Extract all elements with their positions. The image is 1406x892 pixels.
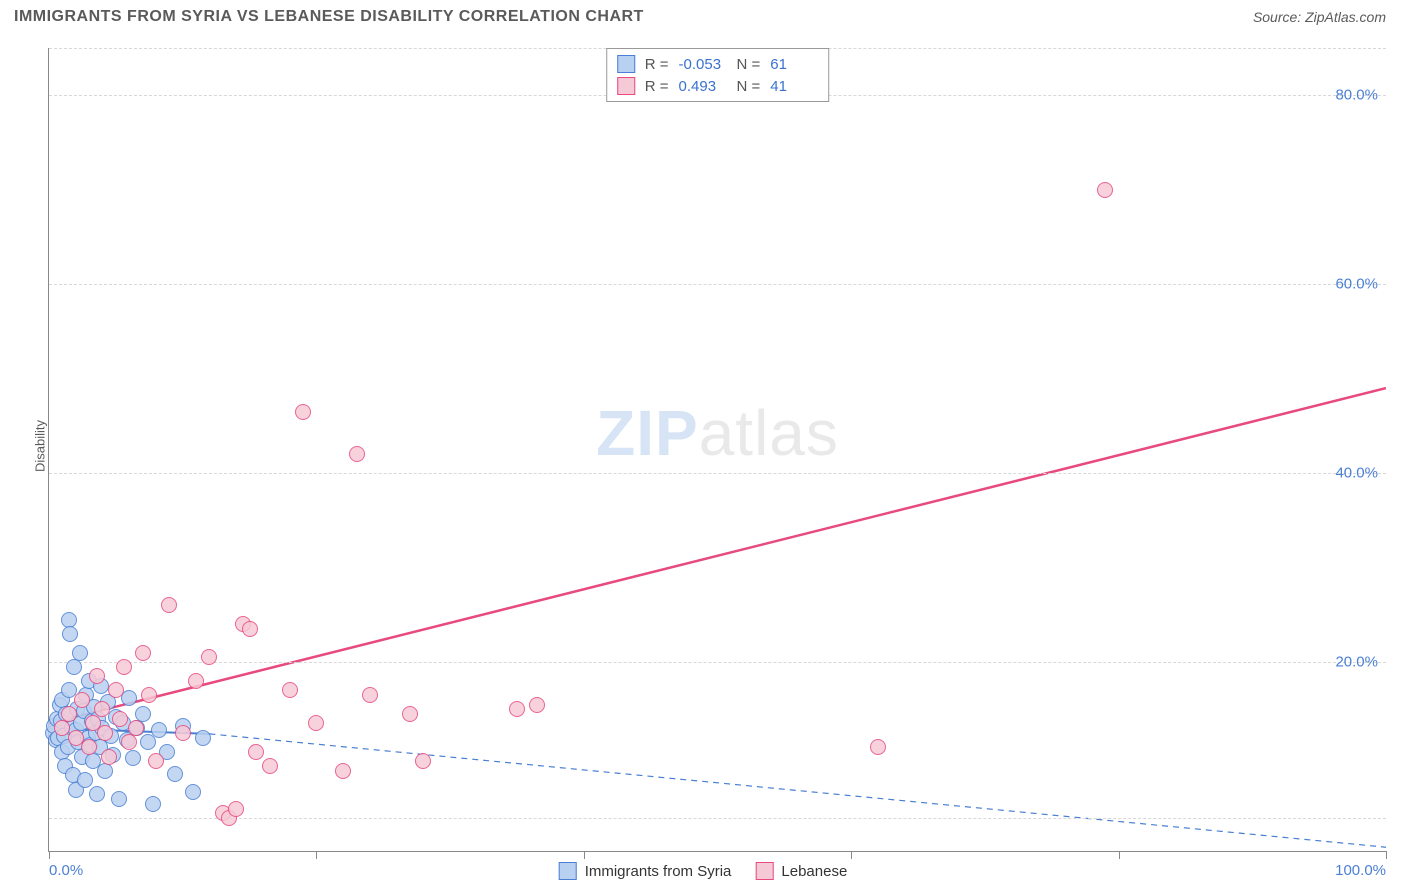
data-point-lebanese [201, 649, 217, 665]
data-point-lebanese [228, 801, 244, 817]
legend-label-syria: Immigrants from Syria [585, 863, 732, 880]
x-tick [1119, 851, 1120, 859]
x-tick [851, 851, 852, 859]
gridline-h [49, 818, 1386, 819]
y-tick-label: 80.0% [1335, 87, 1378, 104]
n-key: N = [737, 56, 761, 73]
chart-plot-area: ZIPatlas R = -0.053 N = 61 R = 0.493 N = 41 20.… [48, 48, 1386, 852]
watermark-atlas: atlas [699, 397, 839, 469]
swatch-lebanese [755, 862, 773, 880]
swatch-syria [617, 55, 635, 73]
swatch-lebanese [617, 77, 635, 95]
data-point-lebanese [97, 725, 113, 741]
r-key: R = [645, 56, 669, 73]
data-point-syria [77, 772, 93, 788]
n-key: N = [737, 78, 761, 95]
data-point-lebanese [81, 739, 97, 755]
x-tick [1386, 851, 1387, 859]
data-point-lebanese [108, 682, 124, 698]
gridline-h [49, 662, 1386, 663]
x-tick [584, 851, 585, 859]
data-point-lebanese [248, 744, 264, 760]
y-axis-label: Disability [33, 420, 48, 472]
data-point-syria [185, 784, 201, 800]
x-tick-label: 100.0% [1335, 862, 1386, 879]
data-point-lebanese [402, 706, 418, 722]
y-tick-label: 60.0% [1335, 276, 1378, 293]
data-point-lebanese [335, 763, 351, 779]
trend-line-syria-dashed [209, 734, 1386, 847]
data-point-lebanese [61, 706, 77, 722]
r-value-lebanese: 0.493 [679, 78, 727, 95]
watermark: ZIPatlas [596, 396, 839, 470]
data-point-lebanese [135, 645, 151, 661]
n-value-syria: 61 [770, 56, 818, 73]
data-point-lebanese [175, 725, 191, 741]
data-point-lebanese [116, 659, 132, 675]
legend-item-lebanese: Lebanese [755, 862, 847, 880]
data-point-syria [89, 786, 105, 802]
n-value-lebanese: 41 [770, 78, 818, 95]
data-point-lebanese [362, 687, 378, 703]
stats-row-syria: R = -0.053 N = 61 [617, 53, 819, 75]
stats-legend: R = -0.053 N = 61 R = 0.493 N = 41 [606, 48, 830, 102]
data-point-lebanese [74, 692, 90, 708]
y-tick-label: 40.0% [1335, 465, 1378, 482]
data-point-lebanese [308, 715, 324, 731]
data-point-lebanese [295, 404, 311, 420]
data-point-lebanese [128, 720, 144, 736]
data-point-lebanese [112, 711, 128, 727]
data-point-syria [125, 750, 141, 766]
data-point-lebanese [349, 446, 365, 462]
gridline-h [49, 473, 1386, 474]
data-point-syria [151, 722, 167, 738]
data-point-syria [145, 796, 161, 812]
data-point-syria [97, 763, 113, 779]
data-point-lebanese [121, 734, 137, 750]
data-point-syria [72, 645, 88, 661]
data-point-syria [121, 690, 137, 706]
source-label: Source: ZipAtlas.com [1253, 9, 1386, 25]
trend-lines-svg [49, 48, 1386, 851]
x-tick [316, 851, 317, 859]
data-point-syria [66, 659, 82, 675]
x-tick-label: 0.0% [49, 862, 83, 879]
data-point-lebanese [415, 753, 431, 769]
trend-line-lebanese [49, 388, 1386, 723]
data-point-lebanese [242, 621, 258, 637]
chart-title: IMMIGRANTS FROM SYRIA VS LEBANESE DISABI… [14, 8, 644, 26]
data-point-syria [62, 626, 78, 642]
watermark-zip: ZIP [596, 397, 699, 469]
data-point-lebanese [148, 753, 164, 769]
r-value-syria: -0.053 [679, 56, 727, 73]
data-point-lebanese [509, 701, 525, 717]
data-point-lebanese [870, 739, 886, 755]
stats-row-lebanese: R = 0.493 N = 41 [617, 75, 819, 97]
data-point-lebanese [262, 758, 278, 774]
x-tick [49, 851, 50, 859]
data-point-lebanese [282, 682, 298, 698]
data-point-lebanese [188, 673, 204, 689]
data-point-lebanese [529, 697, 545, 713]
data-point-lebanese [141, 687, 157, 703]
data-point-syria [111, 791, 127, 807]
series-legend: Immigrants from Syria Lebanese [559, 862, 848, 880]
gridline-h [49, 284, 1386, 285]
data-point-syria [195, 730, 211, 746]
data-point-lebanese [94, 701, 110, 717]
data-point-lebanese [89, 668, 105, 684]
data-point-lebanese [161, 597, 177, 613]
data-point-syria [167, 766, 183, 782]
y-tick-label: 20.0% [1335, 654, 1378, 671]
data-point-lebanese [1097, 182, 1113, 198]
legend-label-lebanese: Lebanese [781, 863, 847, 880]
data-point-lebanese [101, 749, 117, 765]
legend-item-syria: Immigrants from Syria [559, 862, 732, 880]
swatch-syria [559, 862, 577, 880]
r-key: R = [645, 78, 669, 95]
